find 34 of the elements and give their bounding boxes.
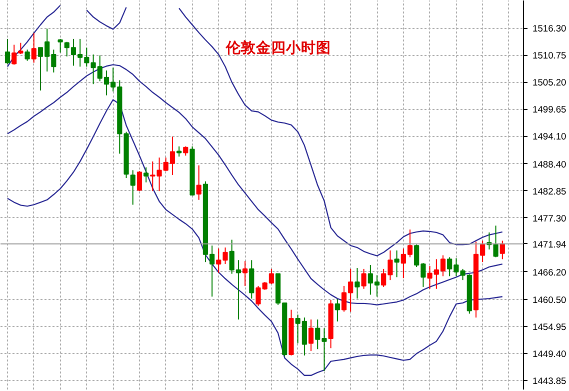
candlestick — [500, 240, 505, 260]
y-tick-label: 1494.10 — [532, 132, 566, 142]
candlestick — [130, 170, 136, 206]
candlestick — [354, 267, 360, 300]
text: 伦敦金四小时图 — [224, 40, 331, 56]
candlestick — [196, 164, 202, 200]
y-tick-label: 1443.85 — [532, 376, 566, 386]
y-tick-label: 1510.75 — [532, 50, 566, 61]
ref-line-label: 1471.94 — [532, 239, 566, 250]
y-tick-label: 1505.20 — [532, 78, 566, 88]
candlestick — [58, 38, 63, 54]
y-tick-label: 1499.65 — [532, 104, 566, 115]
candlestick — [136, 170, 142, 192]
candlestick — [394, 250, 400, 278]
y-tick-label: 1477.30 — [532, 213, 566, 224]
candlestick — [334, 298, 340, 322]
candlestick — [144, 166, 149, 183]
line-series — [6, 99, 503, 376]
y-tick-label: 1454.95 — [532, 322, 566, 332]
y-tick-label: 1466.20 — [532, 267, 566, 278]
y-tick-label: 1460.50 — [532, 295, 566, 306]
candlestick — [183, 146, 188, 156]
candlestick — [24, 49, 30, 62]
y-tick-label: 1488.40 — [532, 159, 566, 170]
y-tick-label: 1516.30 — [532, 24, 566, 34]
candlestick — [249, 260, 254, 300]
y-tick-label: 1449.40 — [532, 349, 566, 360]
candlestick — [361, 268, 366, 290]
y-tick-label: 1482.85 — [532, 186, 566, 196]
candlestick — [4, 38, 10, 64]
candlestick — [242, 260, 248, 286]
candlestick — [308, 318, 314, 352]
candlestick — [176, 146, 182, 158]
candlestick — [31, 32, 36, 64]
